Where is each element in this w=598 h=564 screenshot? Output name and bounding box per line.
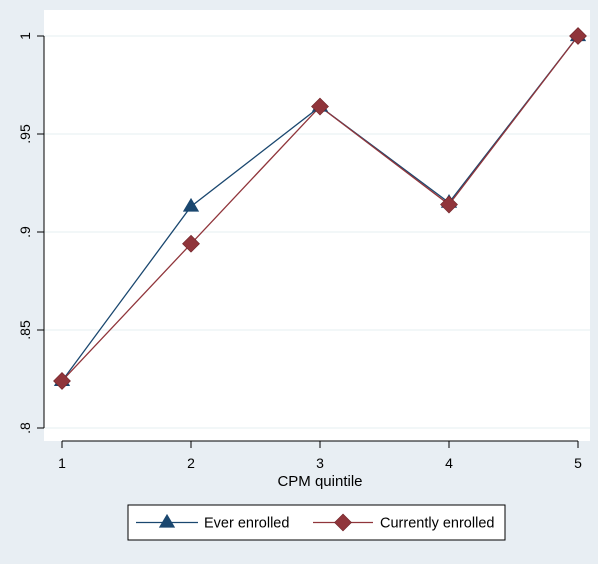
data-point-diamond — [311, 97, 329, 116]
series-markers — [53, 27, 587, 390]
y-tick-label: .85 — [17, 320, 33, 340]
y-tick-label: .8 — [17, 422, 33, 434]
x-tick-label: 5 — [574, 455, 582, 471]
legend-diamond-icon — [334, 513, 352, 532]
legend-label: Ever enrolled — [204, 516, 289, 532]
x-tick-label: 3 — [316, 455, 324, 471]
plot-area — [44, 10, 590, 441]
data-point-diamond — [440, 195, 458, 214]
y-tick-label: .95 — [17, 124, 33, 144]
data-point-diamond — [569, 27, 587, 45]
x-tick-label: 1 — [58, 455, 66, 471]
x-tick-label: 4 — [445, 455, 453, 471]
x-axis-title: CPM quintile — [277, 473, 362, 490]
legend-label: Currently enrolled — [380, 516, 494, 532]
legend-triangle-icon — [158, 513, 176, 528]
data-point-diamond — [182, 234, 200, 253]
data-point-diamond — [53, 372, 71, 390]
x-tick-label: 2 — [187, 455, 195, 471]
y-tick-label: 1 — [17, 32, 33, 40]
data-point-triangle — [182, 197, 200, 212]
gridlines — [44, 35, 590, 429]
axes: .8 .85 .9 .95 1 1 2 3 4 5 — [17, 32, 582, 471]
legend: Ever enrolled Currently enrolled — [127, 504, 506, 541]
y-tick-label: .9 — [17, 226, 33, 238]
